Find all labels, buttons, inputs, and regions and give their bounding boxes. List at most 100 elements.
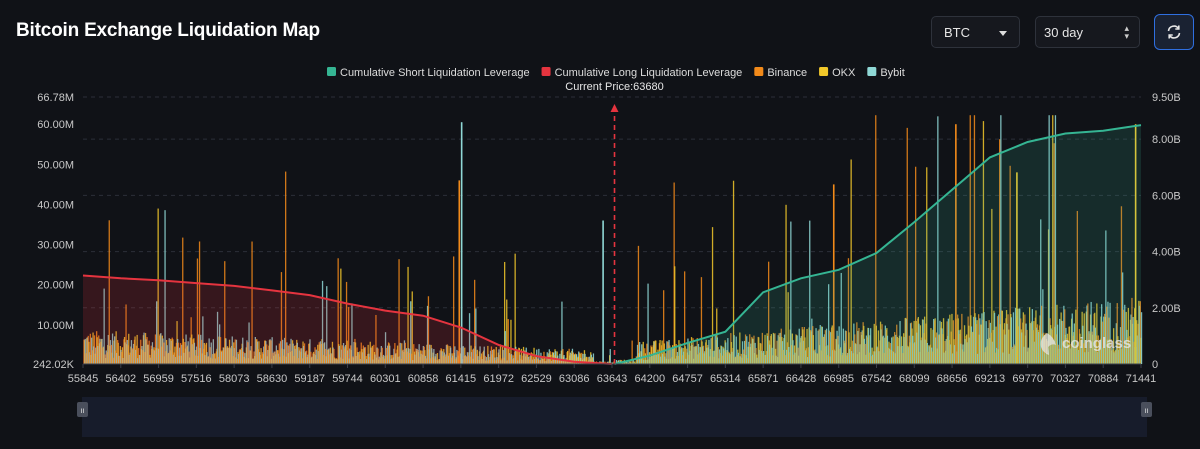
bybit-bar <box>1027 347 1029 364</box>
binance-bar <box>1026 329 1028 364</box>
bybit-bar <box>229 347 231 364</box>
bybit-bar <box>1077 350 1080 364</box>
bybit-bar <box>706 347 708 364</box>
bybit-bar <box>796 335 798 364</box>
bybit-bar <box>1044 353 1046 364</box>
bybit-bar <box>441 351 443 364</box>
binance-bar <box>1106 306 1108 364</box>
bybit-bar <box>498 349 500 364</box>
bybit-bar <box>221 351 223 364</box>
bybit-bar <box>876 346 878 364</box>
x-tick-label: 70327 <box>1050 373 1081 385</box>
bybit-bar <box>792 340 794 364</box>
scroller-track[interactable] <box>82 397 1147 437</box>
bybit-bar <box>1105 230 1107 364</box>
bybit-bar <box>399 342 401 364</box>
bybit-bar <box>237 354 240 364</box>
bybit-bar <box>397 356 399 364</box>
bybit-bar <box>662 353 664 364</box>
bybit-bar <box>395 353 397 364</box>
refresh-button[interactable] <box>1154 14 1194 50</box>
bybit-bar <box>930 347 933 364</box>
okx-bar <box>128 333 130 364</box>
bybit-bar <box>926 342 928 364</box>
okx-bar <box>1083 313 1085 364</box>
bybit-bar <box>727 338 729 364</box>
bybit-bar <box>821 326 823 364</box>
bybit-bar <box>649 356 651 364</box>
bybit-bar <box>471 352 473 364</box>
bybit-bar <box>920 340 922 364</box>
bybit-bar <box>867 328 870 364</box>
bybit-peak-bar <box>602 220 604 364</box>
bybit-bar <box>515 346 517 364</box>
bybit-bar <box>1056 324 1059 364</box>
okx-bar <box>812 335 814 364</box>
okx-bar <box>991 208 993 364</box>
binance-bar <box>906 127 908 365</box>
y-left-tick-label: 20.00M <box>37 280 74 292</box>
bybit-bar <box>683 351 685 364</box>
bybit-bar <box>122 358 124 364</box>
bybit-bar <box>517 360 519 364</box>
bybit-bar <box>189 337 191 364</box>
bybit-bar <box>250 346 252 364</box>
bybit-bar <box>725 342 727 364</box>
coin-select[interactable]: BTC <box>931 16 1020 48</box>
bybit-bar <box>105 350 107 364</box>
x-tick-label: 69770 <box>1012 373 1043 385</box>
okx-bar <box>942 318 945 364</box>
bybit-bar <box>550 360 553 364</box>
bybit-bar <box>775 355 777 364</box>
binance-bar <box>936 332 938 364</box>
bybit-bar <box>143 332 145 364</box>
bybit-bar <box>624 361 626 364</box>
bybit-bar <box>494 357 496 364</box>
y-left-tick-label: 50.00M <box>37 159 74 171</box>
bybit-peak-bar <box>460 122 463 364</box>
bybit-bar <box>90 337 93 364</box>
scroller-right-handle[interactable] <box>1141 402 1152 417</box>
okx-bar <box>516 349 518 364</box>
x-tick-label: 56402 <box>105 373 136 385</box>
bybit-bar <box>84 338 86 364</box>
legend-item: Cumulative Short Liquidation Leverage <box>327 67 530 79</box>
bybit-bar <box>166 345 168 364</box>
okx-bar <box>663 343 665 364</box>
bybit-bar <box>912 335 914 364</box>
bybit-bar <box>1052 340 1054 364</box>
bybit-bar <box>681 347 683 364</box>
bybit-bar <box>315 349 317 364</box>
bybit-bar <box>634 362 637 364</box>
bybit-bar <box>741 341 744 364</box>
bybit-bar <box>947 318 949 364</box>
okx-bar <box>340 268 342 364</box>
bybit-bar <box>622 362 624 364</box>
binance-bar <box>209 347 211 364</box>
bybit-bar <box>330 353 332 364</box>
okx-bar <box>951 313 953 364</box>
bybit-bar <box>970 326 973 364</box>
range-scroller[interactable]: ıı ıı <box>77 397 1152 437</box>
bybit-bar <box>313 353 315 364</box>
bybit-bar <box>804 350 807 364</box>
bybit-bar <box>1098 342 1101 364</box>
okx-bar <box>850 159 852 364</box>
bybit-bar <box>561 301 563 364</box>
bybit-bar <box>1088 331 1090 364</box>
binance-bar <box>761 332 763 364</box>
range-select[interactable]: 30 day ▴ ▾ <box>1035 16 1140 48</box>
okx-bar <box>739 332 741 364</box>
bybit-bar <box>219 324 221 364</box>
bybit-bar <box>1090 301 1092 364</box>
bybit-bar <box>401 350 403 364</box>
bybit-bar <box>956 351 958 364</box>
bybit-bar <box>506 360 508 364</box>
binance-bar <box>247 342 249 364</box>
bybit-bar <box>240 349 242 364</box>
bybit-bar <box>416 348 418 364</box>
bybit-bar <box>198 334 200 364</box>
scroller-left-handle[interactable] <box>77 402 88 417</box>
bybit-bar <box>922 319 924 364</box>
bybit-bar <box>689 350 691 364</box>
